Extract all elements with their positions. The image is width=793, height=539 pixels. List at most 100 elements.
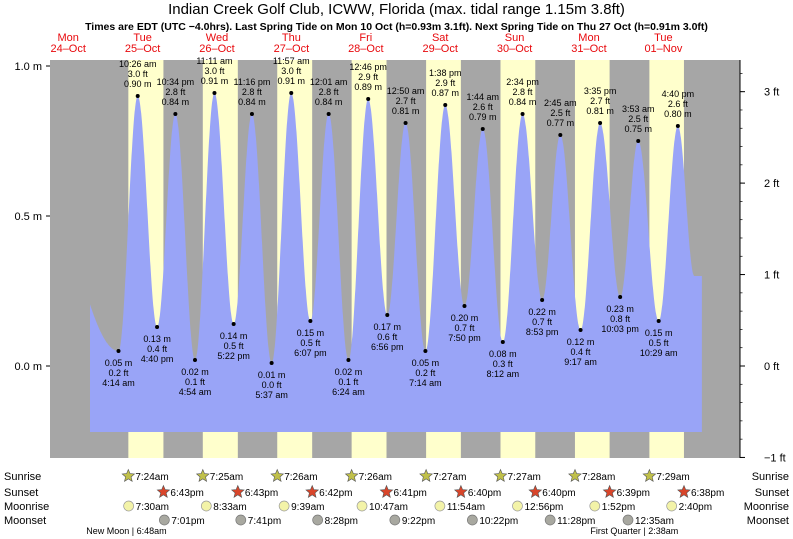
tide-height-ft-label: 0.5 ft [224,341,245,351]
tide-height-ft-label: 2.8 ft [513,87,534,97]
moonrise-time: 8:33am [213,502,246,513]
sunrise-time: 7:26am [359,472,392,483]
tide-time-label: 2:34 pm [506,77,539,87]
tide-height-ft-label: 0.5 ft [300,338,321,348]
tide-height-ft-label: 2.5 ft [550,108,571,118]
tide-time-label: 7:14 am [409,378,442,388]
tide-height-m-label: 0.13 m [143,334,171,344]
tide-time-label: 2:45 am [544,98,577,108]
moonrise-time: 2:40pm [679,502,712,513]
tide-point [155,325,160,329]
tide-time-label: 4:14 am [102,378,135,388]
tide-height-m-label: 0.89 m [354,82,382,92]
tide-point [346,358,351,362]
tide-point [403,121,408,125]
tide-time-label: 4:54 am [179,387,212,397]
day-of-week-label: Sat [432,32,449,44]
tide-height-m-label: 0.77 m [547,118,575,128]
tide-time-label: 10:29 am [640,348,678,358]
tide-height-m-label: 0.23 m [606,304,634,314]
tide-height-ft-label: 2.8 ft [165,87,186,97]
day-of-week-label: Fri [359,32,372,44]
tide-height-m-label: 0.02 m [335,367,363,377]
tide-time-label: 10:03 pm [601,324,639,334]
day-date-label: 26–Oct [199,43,234,55]
day-of-week-label: Sun [505,32,525,44]
sunrise-icon [568,468,582,482]
row-label-right: Sunset [755,487,789,499]
tide-height-m-label: 0.12 m [567,337,595,347]
day-date-label: 30–Oct [497,43,532,55]
day-date-label: 29–Oct [422,43,457,55]
moonrise-icon [200,500,212,512]
tide-point [618,295,623,299]
moonset-icon [235,514,247,526]
tide-point [212,91,217,95]
y-tick-label-ft: 2 ft [764,178,779,190]
tide-point [462,304,467,308]
sunset-icon [528,484,543,498]
tide-height-ft-label: 0.7 ft [454,323,475,333]
tide-point [578,328,583,332]
tide-height-ft-label: 3.0 ft [281,66,302,76]
moonset-icon [389,514,401,526]
tide-point [326,112,331,116]
day-date-label: 27–Oct [274,43,309,55]
tide-point [135,94,140,98]
tide-height-ft-label: 0.6 ft [377,332,398,342]
tide-point [558,133,563,137]
tide-point [192,358,197,362]
day-of-week-label: Thu [282,32,301,44]
tide-point [675,124,680,128]
tide-height-m-label: 0.91 m [277,76,305,86]
tide-height-ft-label: 0.1 ft [185,377,206,387]
tide-time-label: 11:16 pm [234,77,271,87]
moonset-icon [622,514,634,526]
tide-height-ft-label: 0.0 ft [262,380,283,390]
tide-time-label: 6:24 am [332,387,365,397]
tide-height-ft-label: 3.0 ft [204,66,225,76]
tide-point [443,103,448,107]
tide-height-ft-label: 0.2 ft [109,368,130,378]
tide-point [636,139,641,143]
tide-height-ft-label: 2.6 ft [473,102,494,112]
tide-time-label: 12:01 am [310,77,348,87]
y-tick-label-m: 0.5 m [14,211,42,223]
sunrise-icon [419,468,434,482]
tide-time-label: 6:07 pm [294,348,327,358]
moonset-time: 12:35am [635,516,674,527]
tide-height-ft-label: 0.1 ft [338,377,359,387]
row-label-left: Moonset [4,515,46,527]
day-date-label: 31–Oct [571,43,606,55]
tide-height-ft-label: 2.9 ft [358,72,379,82]
chart-subtitle: Times are EDT (UTC −4.0hrs). Last Spring… [85,21,708,33]
tide-height-m-label: 0.08 m [489,349,517,359]
moonrise-icon [666,500,678,512]
y-tick-label-m: 1.0 m [14,61,42,73]
y-tick-label-ft: 3 ft [764,87,779,99]
tide-height-m-label: 0.14 m [220,331,248,341]
tide-point [173,112,178,116]
tide-height-m-label: 0.75 m [624,124,652,134]
tide-point [366,97,371,101]
sunrise-icon [493,468,508,482]
tide-time-label: 5:22 pm [217,351,250,361]
tide-height-ft-label: 2.7 ft [396,96,417,106]
y-tick-label-ft: 0 ft [764,361,779,373]
tide-time-label: 5:37 am [255,390,288,400]
tide-height-m-label: 0.22 m [528,307,556,317]
tide-time-label: 1:44 am [466,92,499,102]
sunset-icon [677,484,691,498]
tide-time-label: 8:12 am [487,369,520,379]
sunset-time: 6:39pm [617,488,650,499]
moonset-time: 11:28pm [557,516,595,527]
tide-height-m-label: 0.01 m [258,370,286,380]
tide-height-m-label: 0.81 m [392,106,420,116]
tide-height-ft-label: 2.8 ft [319,87,340,97]
moonrise-icon [123,500,134,512]
tide-height-m-label: 0.15 m [297,328,325,338]
tide-height-m-label: 0.84 m [509,97,537,107]
tide-height-m-label: 0.84 m [162,97,190,107]
moonset-time: 8:28pm [325,516,358,527]
